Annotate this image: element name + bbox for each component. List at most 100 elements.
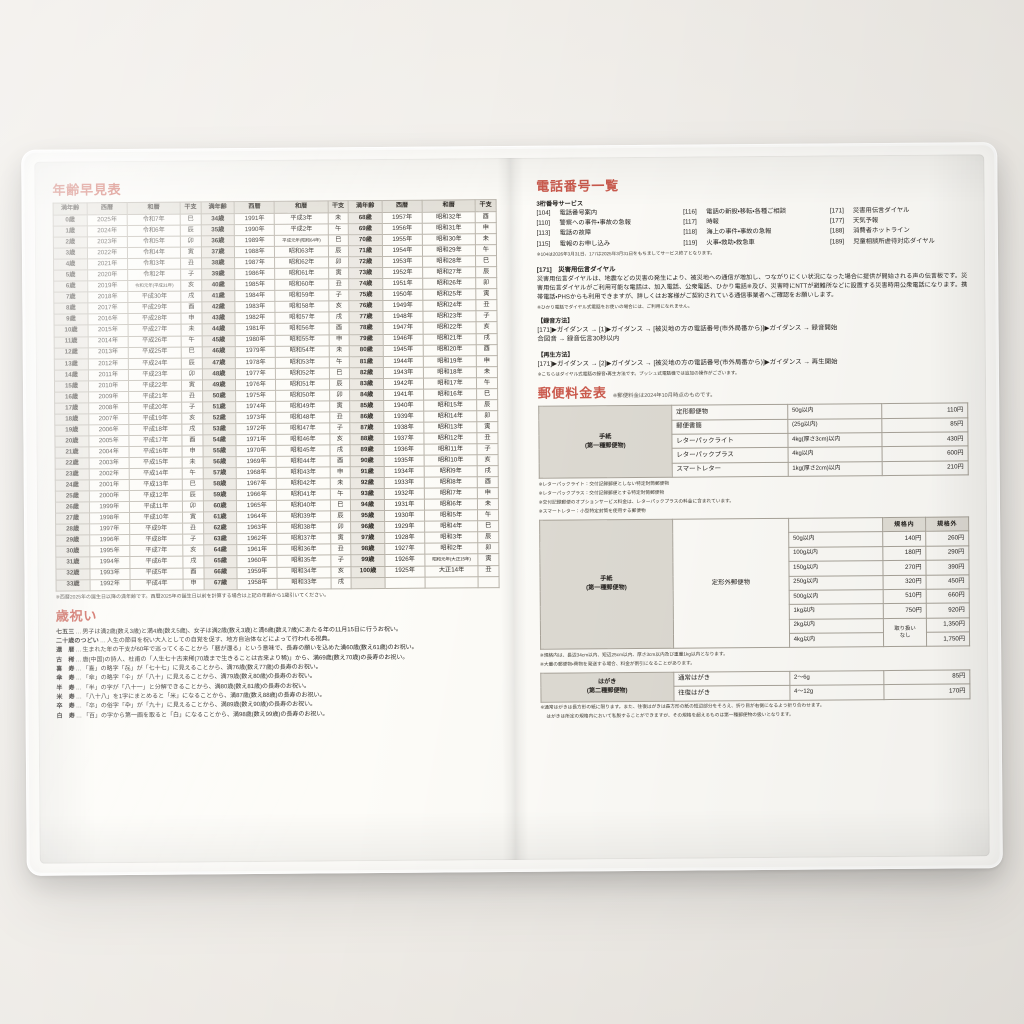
cell-western-year: 1928年	[384, 532, 425, 544]
cell-japanese-era: 昭和21年	[422, 333, 477, 345]
cell-western-year: 1982年	[235, 312, 276, 325]
cell-zodiac: 未	[181, 324, 202, 336]
cell-age: 61歳	[203, 511, 238, 524]
cell-japanese-era: 昭和43年	[276, 467, 331, 479]
postal-title-note: ※郵便料金は2024年10月時点のものです。	[612, 392, 716, 400]
cell-japanese-era: 昭和25年	[422, 289, 477, 301]
cell-age: 23歳	[55, 468, 90, 481]
cell-zodiac: 卯	[328, 256, 349, 269]
cell-western-year: 2007年	[88, 413, 129, 425]
cell-japanese-era: 平成11年	[129, 501, 183, 513]
cell-western-year: 2006年	[88, 424, 129, 436]
cell-zodiac: 戌	[180, 291, 202, 303]
cell-zodiac: 寅	[329, 400, 350, 412]
celebration-name: 米 寿	[56, 694, 75, 701]
postal-category: 手紙 (第一種郵便物)	[539, 519, 674, 650]
cell-japanese-era: 平成17年	[128, 435, 183, 447]
cell-age: 79歳	[349, 334, 384, 346]
cell-age: 28歳	[55, 524, 90, 536]
postal-table-postcards-notes: ※通常はがきは長方形の紙に限ります。また、往復はがきは長方形の紙の短辺部分をそろ…	[540, 701, 970, 720]
cell-western-year: 1947年	[383, 322, 423, 335]
cell-zodiac: 午	[476, 377, 498, 389]
cell-age: 65歳	[203, 556, 238, 568]
cell-age: 8歳	[53, 303, 88, 315]
cell-japanese-era: 平成26年	[127, 335, 182, 348]
cell-japanese-era: 平成10年	[129, 512, 183, 524]
cell-japanese-era: 平成15年	[128, 457, 183, 469]
cell-japanese-era: 昭和9年	[424, 465, 478, 478]
cell-zodiac: 卯	[180, 236, 201, 248]
postal-item-weight: 50g以内	[787, 403, 882, 420]
cell-western-year: 2015年	[87, 324, 128, 337]
cell-japanese-era: 昭和5年	[424, 510, 478, 522]
cell-japanese-era: 昭和18年	[423, 366, 477, 378]
celebration-name: 古 稀	[56, 657, 75, 664]
postal-item-kind: 定形郵便物	[671, 404, 788, 420]
postal-item-price: 110円	[881, 403, 968, 419]
cell-japanese-era: 令和3年	[127, 258, 181, 270]
cell-zodiac: 丑	[182, 523, 204, 535]
celebration-name: 七五三	[55, 629, 75, 636]
celebration-dots: …	[99, 638, 106, 645]
cell-japanese-era: 昭和37年	[277, 533, 331, 545]
postal-item-weight: 150g以内	[788, 560, 884, 576]
postal-item-weight: 4kg(厚さ3cm)以内	[787, 432, 883, 448]
cell-japanese-era: 平成28年	[127, 313, 182, 325]
cell-age: 16歳	[54, 391, 89, 403]
cell-zodiac: 卯	[477, 410, 498, 422]
cell-age: 20歳	[54, 435, 89, 448]
cell-japanese-era: 昭和20年	[423, 344, 477, 356]
cell-zodiac: 巳	[181, 346, 202, 358]
cell-zodiac: 午	[477, 509, 499, 522]
cell-zodiac: 申	[183, 578, 204, 590]
cell-japanese-era: 昭和54年	[275, 345, 330, 357]
celebration-text: 「百」の字から第一画を取ると「白」になることから、満98歳(数え99歳)の長寿の…	[82, 710, 329, 719]
cell-japanese-era: 昭和8年	[424, 476, 478, 489]
cell-western-year: 1940年	[383, 399, 424, 412]
cell-age: 43歳	[201, 313, 236, 325]
cell-japanese-era: 昭和31年	[422, 222, 476, 235]
cell-western-year: 1984年	[235, 290, 276, 303]
postal-item-kind: 通常はがき	[673, 671, 790, 687]
cell-age: 4歳	[53, 259, 88, 271]
cell-zodiac: 寅	[328, 268, 349, 280]
cell-zodiac: 辰	[476, 399, 498, 411]
cell-zodiac: 申	[329, 466, 351, 479]
cell-age: 69歳	[348, 223, 383, 235]
postal-table-nonstandard-notes: ※規格内は、長辺34cm以内、短辺25cm以内、厚さ3cm以内及び重量1kg以内…	[540, 649, 970, 668]
cell-age: 21歳	[54, 446, 90, 459]
cell-age: 94歳	[350, 499, 385, 512]
cell-western-year: 1996年	[89, 534, 130, 547]
cell-western-year: 1979年	[235, 345, 276, 358]
th-age-2: 満年齢	[200, 201, 235, 214]
cell-age: 33歳	[56, 579, 91, 591]
postal-item-weight: 1kg(厚さ2cm)以内	[787, 461, 883, 477]
cell-zodiac: 酉	[328, 323, 350, 335]
celebration-dots: …	[75, 675, 82, 682]
celebration-dots: …	[75, 666, 82, 673]
cell-japanese-era: 昭和39年	[276, 511, 331, 523]
cell-western-year: 2021年	[87, 258, 128, 271]
postal-size-header: 規格内	[882, 517, 926, 532]
cell-japanese-era: 令和4年	[127, 247, 181, 259]
cell-zodiac: 巳	[328, 234, 349, 247]
cell-age: 44歳	[201, 324, 236, 336]
cell-age: 39歳	[201, 268, 236, 281]
cell-western-year: 1991年	[234, 213, 275, 225]
cell-zodiac: 子	[330, 555, 352, 567]
cell-zodiac: 丑	[329, 411, 350, 423]
postal-note: ※交付記録郵便のオプションサービス料金は、レターパックプラスの料金に含まれていま…	[538, 498, 735, 505]
celebration-dots: …	[75, 703, 82, 710]
cell-western-year: 2025年	[87, 214, 128, 226]
phone-number: [189]	[830, 237, 845, 246]
postal-item-weight: 4kg以内	[789, 632, 884, 648]
cell-japanese-era: 平成29年	[127, 302, 182, 314]
phone-number: [171]	[829, 207, 844, 215]
cell-zodiac: 丑	[180, 258, 202, 270]
cell-zodiac: 亥	[180, 280, 202, 292]
cell-japanese-era: 平成22年	[128, 379, 182, 392]
cell-western-year: 1962年	[237, 533, 278, 546]
cell-zodiac: 酉	[183, 567, 204, 579]
play-method-line: [171]▶ガイダンス → [2]▶ガイダンス → [被災地の方の電話番号(市外…	[537, 358, 838, 368]
